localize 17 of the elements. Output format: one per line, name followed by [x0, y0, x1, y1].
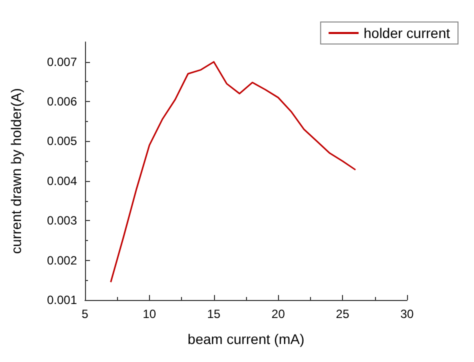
- x-tick-label: 15: [207, 307, 221, 321]
- x-tick-label: 10: [142, 307, 156, 321]
- y-axis-title: current drawn by holder(A): [8, 88, 24, 254]
- legend-label: holder current: [364, 25, 450, 41]
- y-tick-label: 0.001: [46, 293, 78, 307]
- x-tick-label: 5: [82, 307, 89, 321]
- x-axis-title: beam current (mA): [188, 331, 304, 347]
- y-tick-label: 0.004: [46, 174, 78, 188]
- line-series: [110, 61, 356, 283]
- y-tick-label: 0.003: [46, 214, 78, 228]
- y-tick-label: 0.007: [46, 54, 78, 69]
- x-tick-label: 20: [272, 307, 286, 321]
- x-tick-label: 25: [336, 307, 350, 321]
- y-tick-label: 0.002: [46, 253, 78, 268]
- y-tick-label: 0.005: [46, 134, 78, 148]
- x-tick-label: 30: [400, 307, 414, 321]
- y-tick-label: 0.006: [46, 94, 78, 109]
